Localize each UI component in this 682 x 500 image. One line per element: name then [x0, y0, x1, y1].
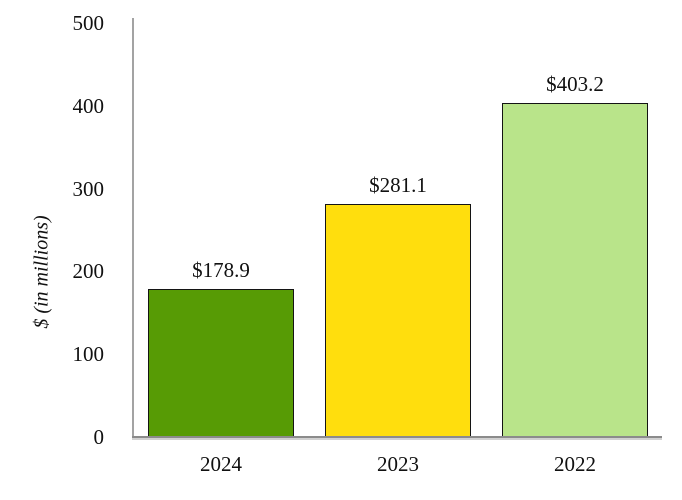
bar-value-label-2024: $178.9	[192, 257, 250, 282]
bar-2023	[325, 204, 471, 437]
x-tick-label-2022: 2022	[554, 452, 596, 476]
y-tick-label-400: 400	[72, 93, 105, 118]
bar-value-label-2022: $403.2	[546, 72, 604, 97]
y-tick-label-500: 500	[72, 11, 105, 35]
y-axis-line	[132, 18, 134, 438]
y-tick-label-200: 200	[72, 259, 105, 284]
y-tick-label-300: 300	[72, 176, 105, 201]
x-tick-label-2024: 2024	[200, 452, 242, 476]
x-tick-label-2023: 2023	[377, 452, 419, 476]
bar-2022	[502, 103, 648, 437]
y-tick-label-0: 0	[93, 425, 105, 449]
bar-2024	[148, 288, 294, 437]
x-axis-line	[132, 436, 662, 438]
bar-value-label-2023: $281.1	[369, 173, 427, 198]
y-tick-label-100: 100	[72, 342, 105, 367]
